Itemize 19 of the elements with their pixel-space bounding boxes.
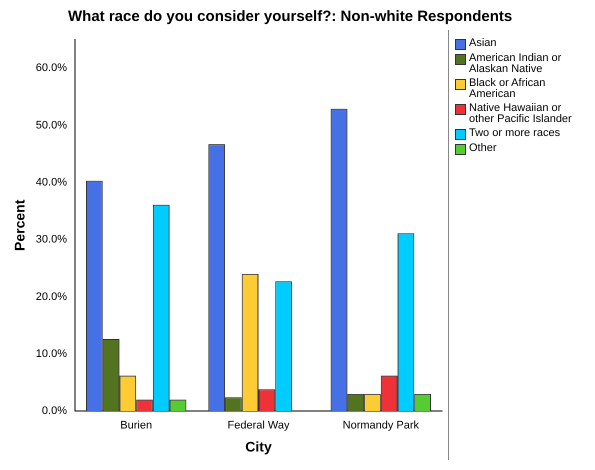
legend-label: American Indian or Alaskan Native — [469, 52, 562, 75]
y-tick-label: 10.0% — [36, 348, 68, 360]
legend-label: Two or more races — [469, 127, 560, 139]
y-tick-label: 50.0% — [36, 119, 68, 132]
legend-label: Other — [469, 142, 497, 154]
x-tick-label: Federal Way — [228, 420, 290, 432]
y-axis-title: Percent — [11, 199, 28, 251]
y-tick-label: 60.0% — [36, 62, 68, 74]
y-tick-label: 40.0% — [36, 176, 68, 188]
chart-title: What race do you consider yourself?: Non-white Respondents — [67, 8, 514, 27]
y-tick-label: 30.0% — [36, 234, 68, 246]
x-tick-label: Normandy Park — [342, 420, 420, 432]
y-tick-label: 0.0% — [42, 405, 68, 418]
y-tick-label: 20.0% — [36, 290, 68, 303]
legend-label: Black or African American — [469, 77, 546, 100]
x-axis-title: City — [245, 438, 272, 454]
x-tick-label: Burien — [120, 420, 152, 432]
legend-label: Asian — [469, 37, 497, 49]
legend-label: Native Hawaiian or other Pacific Islander — [469, 102, 573, 125]
